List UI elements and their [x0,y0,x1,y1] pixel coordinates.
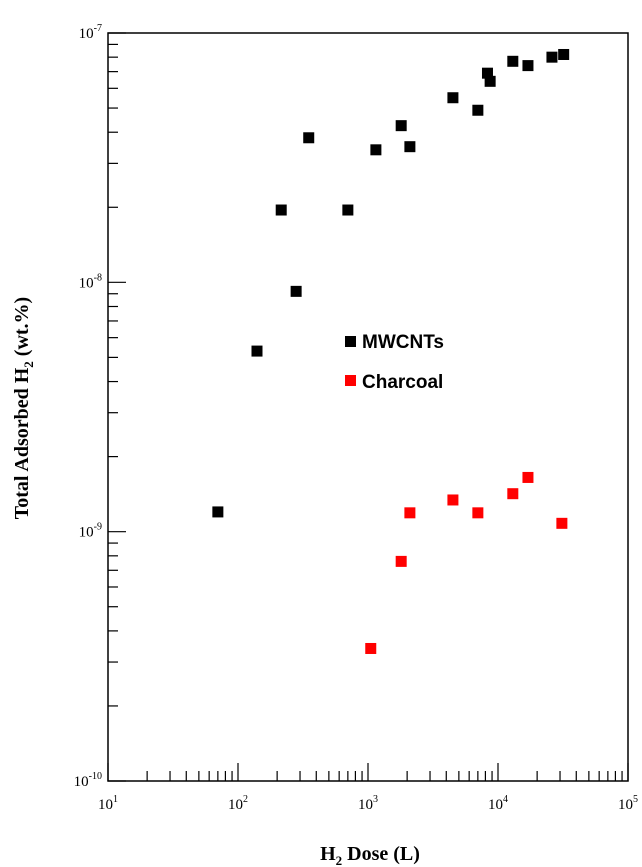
data-point [507,55,519,67]
x-tick-label-exponent: 3 [373,794,378,805]
data-point [342,204,354,216]
series-charcoal [365,471,568,654]
data-point [472,104,484,116]
data-markers [212,48,570,654]
data-point [522,60,534,72]
legend-swatch-mwcnts [345,336,356,347]
x-tick-label-exponent: 5 [633,794,638,805]
axis-ticks [107,32,629,782]
data-point [481,67,493,79]
data-point [370,144,382,156]
data-point [395,555,407,567]
y-tick-label-exponent: -8 [94,272,102,283]
x-tick-label-base: 10 [228,797,243,813]
x-axis-title-suffix: Dose (L) [342,843,420,865]
legend-swatch-charcoal [345,375,356,386]
data-point [404,507,416,519]
data-point [484,75,496,87]
data-point [275,204,287,216]
data-point [556,517,568,529]
data-point [447,494,459,506]
data-point [522,471,534,483]
y-tick-label: 10-7 [79,23,102,42]
y-tick-label-base: 10 [79,525,94,541]
y-axis-title-suffix: (wt.%) [11,297,33,361]
y-axis-title-prefix: Total Adsorbed H [11,367,33,519]
x-axis-title-prefix: H [320,843,336,865]
y-tick-label-base: 10 [79,275,94,291]
legend-label-charcoal: Charcoal [362,372,443,393]
legend-box [336,316,500,418]
data-point [404,141,416,153]
data-point [447,92,459,104]
y-tick-label: 10-8 [79,272,102,291]
y-tick-label: 10-9 [79,522,102,541]
x-tick-label: 103 [358,794,378,813]
x-tick-label-exponent: 2 [243,794,248,805]
data-point [546,51,558,63]
x-tick-label-base: 10 [98,797,113,813]
y-tick-label-exponent: -10 [89,771,102,782]
y-tick-label-base: 10 [79,26,94,42]
y-axis-title: Total Adsorbed H2 (wt.%) [11,297,36,519]
data-point [507,488,519,500]
data-point [472,507,484,519]
data-point [251,345,263,357]
y-axis-title-subscript: 2 [21,361,36,368]
y-tick-label-exponent: -7 [94,23,102,34]
data-point [395,120,407,132]
x-tick-label: 105 [618,794,638,813]
x-tick-label-base: 10 [488,797,503,813]
y-tick-label-exponent: -9 [94,522,102,533]
x-tick-label-exponent: 1 [113,794,118,805]
legend: MWCNTs Charcoal [336,316,500,418]
x-tick-label: 104 [488,794,508,813]
data-point [365,642,377,654]
x-axis-title-subscript: 2 [336,853,343,867]
x-tick-label: 101 [98,794,118,813]
data-point [290,285,302,297]
y-tick-label: 10-10 [74,771,102,790]
y-tick-label-base: 10 [74,774,89,790]
x-tick-label: 102 [228,794,248,813]
x-tick-label-base: 10 [618,797,633,813]
data-point [558,48,570,60]
legend-label-mwcnts: MWCNTs [362,332,444,353]
x-axis-title: H2 Dose (L) [320,843,420,867]
data-point [212,506,224,518]
x-tick-label-base: 10 [358,797,373,813]
series-mwcnts [212,48,570,518]
data-point [303,132,315,144]
x-tick-label-exponent: 4 [503,794,508,805]
